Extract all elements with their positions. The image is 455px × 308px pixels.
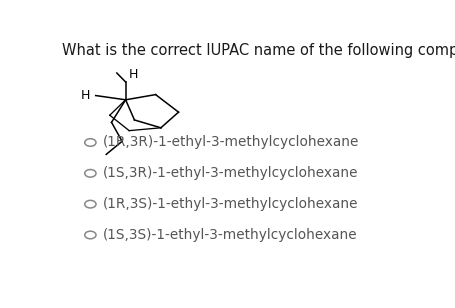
Text: H: H — [81, 89, 91, 102]
Text: (1R,3R)-1-ethyl-3-methylcyclohexane: (1R,3R)-1-ethyl-3-methylcyclohexane — [103, 136, 359, 149]
Text: H: H — [128, 68, 138, 81]
Text: What is the correct IUPAC name of the following compound?: What is the correct IUPAC name of the fo… — [62, 43, 455, 58]
Text: (1R,3S)-1-ethyl-3-methylcyclohexane: (1R,3S)-1-ethyl-3-methylcyclohexane — [103, 197, 358, 211]
Text: (1S,3R)-1-ethyl-3-methylcyclohexane: (1S,3R)-1-ethyl-3-methylcyclohexane — [103, 166, 358, 180]
Text: (1S,3S)-1-ethyl-3-methylcyclohexane: (1S,3S)-1-ethyl-3-methylcyclohexane — [103, 228, 357, 242]
